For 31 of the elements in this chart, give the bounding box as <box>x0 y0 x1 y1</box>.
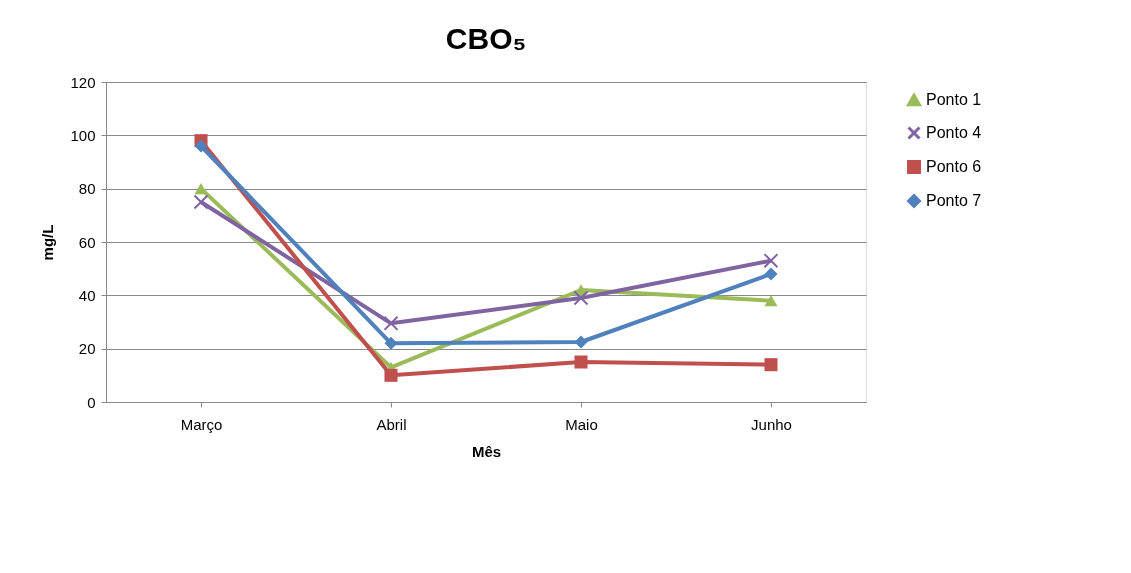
legend-label: Ponto 6 <box>926 158 982 175</box>
y-tick-label: 60 <box>78 233 96 251</box>
point <box>764 295 778 307</box>
x-axis-title: Mês <box>471 442 502 460</box>
x-tick-label: Março <box>180 415 223 433</box>
legend-label: Ponto 4 <box>926 124 982 141</box>
x-tick-label: Abril <box>376 415 407 433</box>
point <box>764 267 778 281</box>
legend-label: Ponto 7 <box>926 192 982 209</box>
x-tick-label: Maio <box>565 415 598 433</box>
point <box>384 368 398 382</box>
y-tick-label: 0 <box>87 393 96 411</box>
y-tick-label: 80 <box>78 180 96 198</box>
point <box>383 315 399 331</box>
y-tick-label: 100 <box>70 126 96 144</box>
point <box>194 139 208 153</box>
chart-title: CBO₅ <box>445 22 527 55</box>
point <box>763 253 779 269</box>
point <box>764 358 778 372</box>
y-tick-label: 40 <box>78 286 96 304</box>
x-tick-label: Junho <box>751 415 792 433</box>
point <box>194 183 208 195</box>
point <box>193 194 209 210</box>
point <box>574 335 588 349</box>
legend-label: Ponto 1 <box>926 91 982 108</box>
point <box>384 336 398 350</box>
y-axis-title: mg/L <box>39 224 57 261</box>
y-tick-label: 120 <box>70 73 96 91</box>
point <box>573 290 589 306</box>
y-tick-label: 20 <box>78 340 96 358</box>
point <box>574 355 588 369</box>
